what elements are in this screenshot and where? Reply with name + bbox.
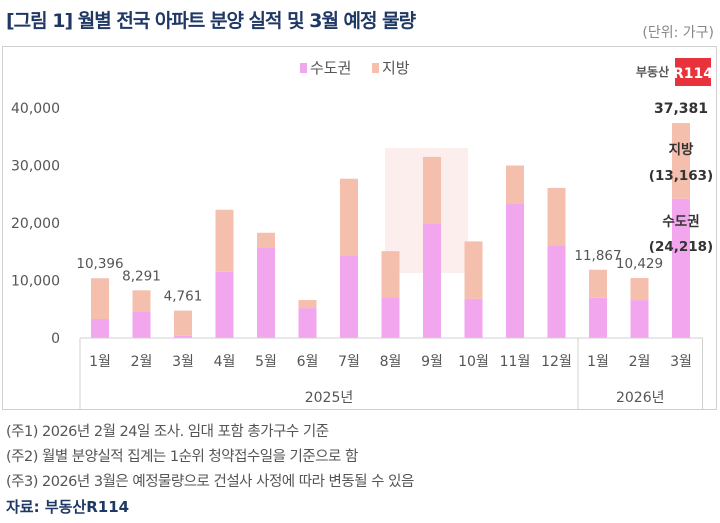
logo-text: 부동산: [636, 64, 669, 79]
bar-segment: [506, 204, 524, 338]
year-label: 2025년: [305, 390, 354, 406]
legend-label: 수도권: [310, 59, 351, 77]
legend-label: 지방: [382, 59, 410, 77]
bar-segment: [215, 271, 234, 338]
source: 자료: 부동산R114: [6, 498, 130, 516]
y-tick-label: 40,000: [11, 101, 60, 117]
x-tick-label: 6월: [297, 354, 319, 370]
bar-segment: [174, 310, 192, 336]
x-tick-label: 5월: [255, 354, 277, 370]
bar-annotation: (13,163): [649, 168, 713, 184]
x-tick-label: 11월: [500, 354, 531, 370]
total-label: 37,381: [654, 101, 708, 117]
total-label: 11,867: [574, 248, 621, 264]
bar-segment: [464, 298, 483, 338]
bar-segment: [257, 247, 275, 338]
total-label: 4,761: [164, 289, 203, 305]
chart-frame: [2, 46, 717, 410]
year-label: 2026년: [616, 390, 665, 406]
x-tick-label: 8월: [380, 354, 402, 370]
bar-segment: [423, 223, 441, 338]
unit-label: (단위: 가구): [642, 25, 714, 41]
legend-swatch: [372, 63, 379, 73]
bar-segment: [547, 245, 566, 338]
x-tick-label: 7월: [338, 354, 360, 370]
x-tick-label: 1월: [89, 354, 111, 370]
y-tick-label: 30,000: [11, 159, 60, 175]
bar-segment: [381, 297, 400, 338]
total-label: 8,291: [122, 268, 161, 284]
bar-segment: [506, 165, 524, 205]
x-tick-label: 12월: [541, 354, 572, 370]
bar-segment: [630, 300, 649, 338]
bar-segment: [298, 308, 317, 338]
bar-segment: [257, 232, 275, 248]
x-tick-label: 3월: [172, 354, 194, 370]
x-tick-label: 2월: [629, 354, 651, 370]
bar-segment: [589, 269, 607, 298]
bar-annotation: 수도권: [662, 214, 699, 230]
bar-annotation: 지방: [669, 141, 694, 158]
bar-segment: [464, 241, 483, 299]
x-tick-label: 2월: [131, 354, 153, 370]
note-1: (주1) 2026년 2월 24일 조사. 임대 포함 총가구수 기준: [6, 424, 329, 440]
x-tick-label: 3월: [670, 354, 692, 370]
total-label: 10,429: [616, 256, 663, 272]
bar-segment: [340, 178, 358, 256]
bar-segment: [174, 335, 192, 338]
bar-segment: [132, 290, 151, 312]
bar-segment: [547, 187, 566, 246]
y-tick-label: 10,000: [11, 274, 60, 290]
bar-segment: [672, 198, 690, 338]
bar-segment: [132, 311, 151, 338]
note-3: (주3) 2026년 3월은 예정물량으로 건설사 사정에 따라 변동될 수 있…: [6, 474, 414, 490]
y-tick-label: 0: [51, 331, 60, 347]
bar-segment: [630, 278, 649, 301]
x-tick-label: 9월: [421, 354, 443, 370]
x-tick-label: 4월: [214, 354, 236, 370]
bar-segment: [91, 278, 109, 320]
bar-segment: [672, 123, 690, 199]
x-tick-label: 1월: [587, 354, 609, 370]
logo-badge: [675, 58, 711, 86]
bar-segment: [340, 255, 358, 338]
logo-text: R114: [673, 66, 713, 82]
bar-segment: [91, 319, 109, 338]
bar-segment: [381, 251, 400, 298]
note-2: (주2) 월별 분양실적 집계는 1순위 청약접수일을 기준으로 함: [6, 449, 358, 465]
legend-swatch: [300, 63, 307, 73]
bar-segment: [215, 209, 234, 272]
bar-segment: [298, 300, 317, 309]
bar-segment: [423, 156, 441, 224]
total-label: 10,396: [76, 256, 123, 272]
y-tick-label: 20,000: [11, 216, 60, 232]
x-tick-label: 10월: [458, 354, 489, 370]
figure-title: [그림 1] 월별 전국 아파트 분양 실적 및 3월 예정 물량: [6, 10, 416, 32]
bar-segment: [589, 297, 607, 338]
bar-annotation: (24,218): [649, 239, 713, 255]
